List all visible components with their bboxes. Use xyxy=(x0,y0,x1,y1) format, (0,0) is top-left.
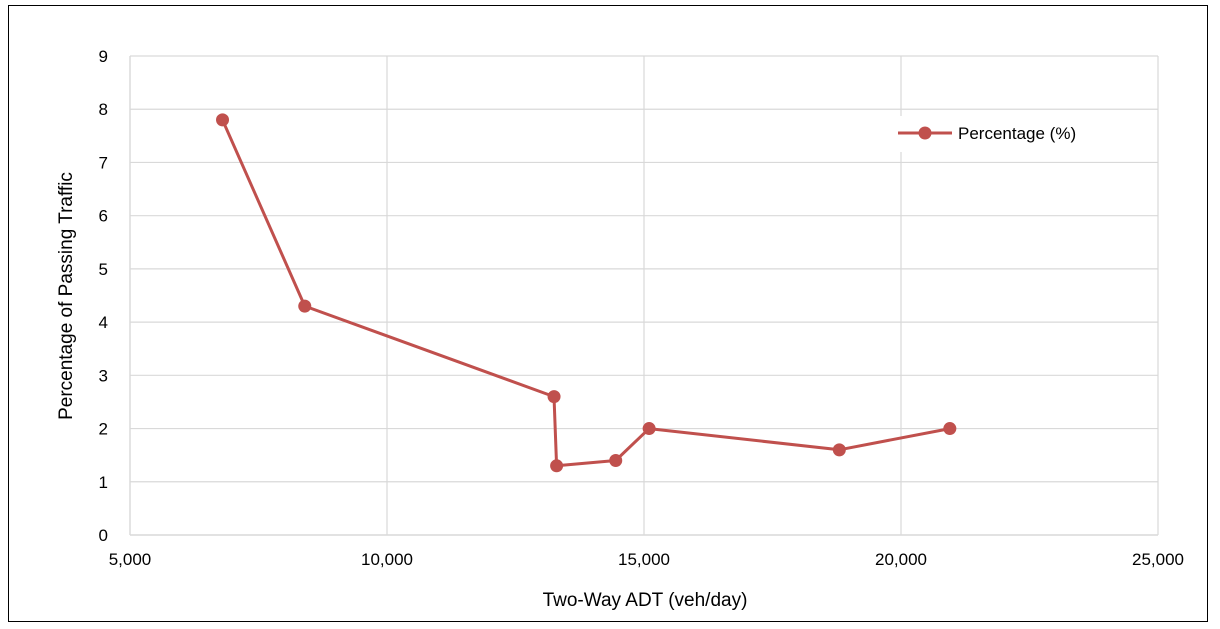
x-axis-title: Two-Way ADT (veh/day) xyxy=(543,590,748,611)
data-point xyxy=(547,390,561,404)
data-point xyxy=(216,113,230,127)
x-tick-label: 25,000 xyxy=(1132,550,1184,569)
y-tick-label: 7 xyxy=(99,153,108,172)
data-point xyxy=(943,422,957,436)
chart-frame xyxy=(8,5,1208,622)
y-tick-label: 1 xyxy=(99,473,108,492)
grid-layer xyxy=(130,55,1159,535)
y-tick-label: 9 xyxy=(99,47,108,66)
x-tick-label: 20,000 xyxy=(875,550,927,569)
data-point xyxy=(609,453,623,467)
y-tick-label: 3 xyxy=(99,366,108,385)
legend-marker xyxy=(918,126,932,140)
data-point xyxy=(550,459,564,473)
legend-label: Percentage (%) xyxy=(958,124,1076,143)
series-layer xyxy=(216,113,957,473)
x-tick-labels: 5,000 10,000 15,000 20,000 25,000 xyxy=(109,550,1184,569)
x-tick-label: 15,000 xyxy=(618,550,670,569)
data-point xyxy=(642,422,656,436)
series-line xyxy=(221,119,951,468)
y-tick-label: 2 xyxy=(99,420,108,439)
axis-layer xyxy=(129,56,1158,536)
y-tick-label: 4 xyxy=(99,313,108,332)
data-point xyxy=(298,299,312,313)
y-tick-label: 6 xyxy=(99,207,108,226)
y-tick-label: 0 xyxy=(99,526,108,545)
x-tick-label: 10,000 xyxy=(361,550,413,569)
legend: Percentage (%) xyxy=(890,116,1120,152)
data-point xyxy=(832,443,846,457)
x-tick-label: 5,000 xyxy=(109,550,152,569)
y-axis-title: Percentage of Passing Traffic xyxy=(56,172,77,420)
y-tick-label: 8 xyxy=(99,100,108,119)
y-tick-label: 5 xyxy=(99,260,108,279)
y-tick-labels: 0 1 2 3 4 5 6 7 8 9 xyxy=(99,47,108,545)
